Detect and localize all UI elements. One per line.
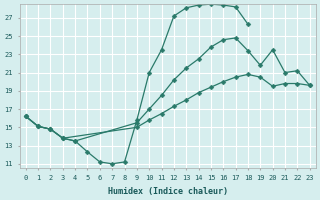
X-axis label: Humidex (Indice chaleur): Humidex (Indice chaleur)	[108, 187, 228, 196]
